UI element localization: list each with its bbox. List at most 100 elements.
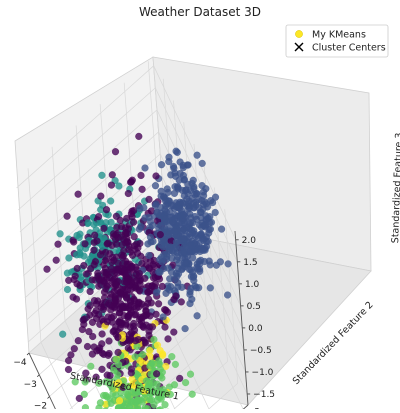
z-tick-label: −0.5 bbox=[250, 346, 272, 356]
legend: My KMeans Cluster Centers bbox=[286, 25, 388, 57]
data-point bbox=[149, 283, 156, 290]
data-point bbox=[140, 323, 147, 330]
data-point bbox=[138, 172, 145, 179]
data-point bbox=[141, 275, 148, 282]
data-point bbox=[97, 193, 104, 200]
data-point bbox=[125, 226, 132, 233]
data-point bbox=[116, 397, 123, 404]
data-point bbox=[115, 334, 122, 341]
chart-title: Weather Dataset 3D bbox=[139, 5, 261, 19]
data-point bbox=[115, 349, 122, 356]
data-point bbox=[101, 225, 108, 232]
data-point bbox=[107, 198, 114, 205]
data-point bbox=[105, 240, 112, 247]
data-point bbox=[158, 161, 165, 168]
data-point bbox=[207, 285, 214, 292]
data-point bbox=[181, 249, 188, 256]
data-point bbox=[82, 240, 89, 247]
data-point bbox=[163, 290, 170, 297]
data-point bbox=[133, 271, 140, 278]
data-point bbox=[201, 199, 208, 206]
data-point bbox=[181, 177, 188, 184]
data-point bbox=[146, 252, 153, 259]
data-point bbox=[111, 288, 118, 295]
data-point bbox=[106, 302, 113, 309]
data-point bbox=[108, 182, 115, 189]
data-point bbox=[156, 256, 163, 263]
data-point bbox=[174, 149, 181, 156]
data-point bbox=[174, 279, 181, 286]
data-point bbox=[136, 287, 143, 294]
data-point bbox=[145, 241, 152, 248]
data-point bbox=[106, 338, 113, 345]
data-point bbox=[98, 276, 105, 283]
data-point bbox=[172, 293, 179, 300]
data-point bbox=[165, 158, 172, 165]
legend-label-my-kmeans: My KMeans bbox=[312, 30, 366, 41]
data-point bbox=[106, 274, 113, 281]
x-tick-label: −2 bbox=[34, 402, 47, 410]
data-point bbox=[85, 219, 92, 226]
data-point bbox=[136, 226, 143, 233]
data-point bbox=[194, 266, 201, 273]
data-point bbox=[151, 401, 158, 408]
data-point bbox=[57, 230, 64, 237]
z-tick-label: −1.5 bbox=[253, 390, 275, 400]
data-point bbox=[190, 183, 197, 190]
data-point bbox=[155, 300, 162, 307]
z-tick-label: 1.5 bbox=[243, 258, 257, 268]
data-point bbox=[182, 379, 189, 386]
data-point bbox=[150, 361, 157, 368]
data-point bbox=[147, 234, 154, 241]
data-point bbox=[135, 133, 142, 140]
data-point bbox=[82, 404, 89, 409]
data-point bbox=[74, 265, 81, 272]
data-point bbox=[105, 352, 112, 359]
data-point bbox=[167, 244, 174, 251]
data-point bbox=[149, 324, 156, 331]
data-point bbox=[175, 205, 182, 212]
data-point bbox=[91, 239, 98, 246]
data-point bbox=[53, 257, 60, 264]
data-point bbox=[139, 351, 146, 358]
x-tick-label: −3 bbox=[24, 380, 37, 390]
data-point bbox=[155, 269, 162, 276]
data-point bbox=[112, 148, 119, 155]
data-point bbox=[183, 224, 190, 231]
legend-marker-my-kmeans bbox=[295, 30, 302, 37]
data-point bbox=[64, 270, 71, 277]
data-point bbox=[116, 183, 123, 190]
data-point bbox=[144, 289, 151, 296]
data-point bbox=[163, 307, 170, 314]
data-point bbox=[70, 239, 77, 246]
data-point bbox=[176, 375, 183, 382]
data-point bbox=[168, 202, 175, 209]
data-point bbox=[197, 209, 204, 216]
data-point bbox=[139, 186, 146, 193]
data-point bbox=[146, 196, 153, 203]
data-point bbox=[109, 319, 116, 326]
data-point bbox=[149, 222, 156, 229]
data-point bbox=[212, 209, 219, 216]
data-point bbox=[150, 275, 157, 282]
data-point bbox=[202, 185, 209, 192]
data-point bbox=[80, 262, 87, 269]
data-point bbox=[142, 303, 149, 310]
data-point bbox=[196, 222, 203, 229]
data-point bbox=[154, 342, 161, 349]
data-point bbox=[98, 304, 105, 311]
data-point bbox=[160, 314, 167, 321]
z-tick-label: −1.0 bbox=[252, 368, 274, 378]
data-point bbox=[182, 325, 189, 332]
data-point bbox=[153, 370, 160, 377]
data-point bbox=[65, 357, 72, 364]
data-point bbox=[180, 236, 187, 243]
data-point bbox=[71, 345, 78, 352]
data-point bbox=[108, 219, 115, 226]
data-point bbox=[64, 213, 71, 220]
data-point bbox=[202, 245, 209, 252]
data-point bbox=[187, 291, 194, 298]
data-point bbox=[96, 347, 103, 354]
data-point bbox=[185, 162, 192, 169]
